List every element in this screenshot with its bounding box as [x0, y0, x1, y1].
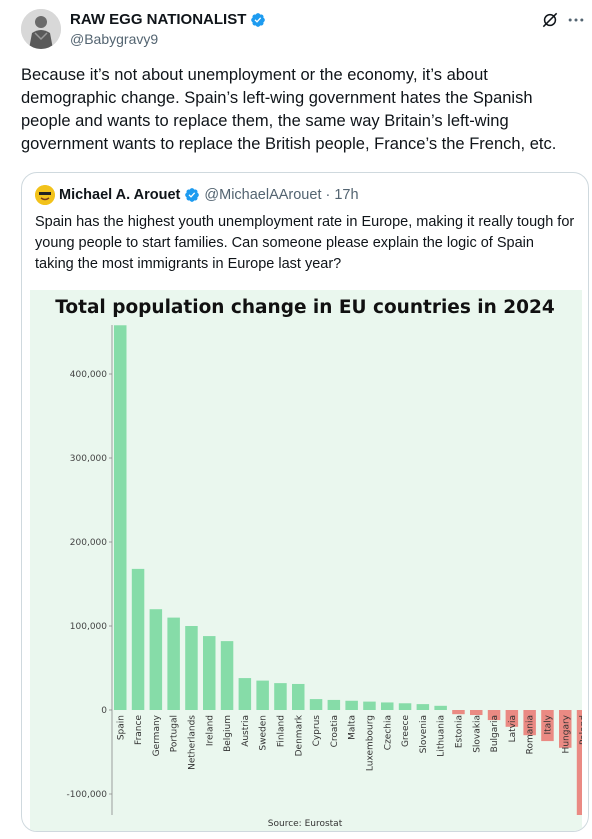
- author-name-line: RAW EGG NATIONALIST: [70, 11, 266, 28]
- x-label-italy: Italy: [543, 714, 553, 734]
- quoted-tweet[interactable]: Michael A. Arouet @MichaelAArouet · 17h …: [21, 172, 589, 832]
- bar-greece: [398, 703, 412, 710]
- bar-spain: [114, 325, 127, 710]
- x-label-france: France: [134, 715, 144, 745]
- x-label-sweden: Sweden: [259, 715, 269, 751]
- y-tick-label: 400,000: [70, 370, 107, 380]
- x-label-finland: Finland: [276, 715, 286, 747]
- x-label-greece: Greece: [401, 715, 411, 747]
- x-label-netherlands: Netherlands: [187, 715, 197, 770]
- grok-icon[interactable]: [540, 10, 560, 30]
- more-options-icon[interactable]: [566, 10, 586, 30]
- quote-avatar: [35, 185, 55, 205]
- bar-czechia: [381, 702, 394, 710]
- quote-handle: @MichaelAArouet: [204, 187, 322, 203]
- quote-time: · 17h: [325, 187, 359, 203]
- y-tick-label: -100,000: [67, 790, 108, 800]
- author-avatar[interactable]: [21, 9, 61, 49]
- bar-germany: [149, 609, 163, 710]
- y-axis: -100,000 0 100,000 200,000 300,000 400,000: [67, 325, 113, 815]
- x-label-ireland: Ireland: [205, 715, 215, 746]
- quote-header: Michael A. Arouet @MichaelAArouet · 17h: [35, 185, 359, 205]
- bar-france: [131, 568, 145, 710]
- bar-netherlands: [185, 626, 198, 710]
- x-label-denmark: Denmark: [294, 714, 304, 756]
- bar-austria: [238, 678, 252, 710]
- quote-avatar-image: [35, 185, 55, 205]
- chart-title: Total population change in EU countries …: [55, 297, 555, 318]
- bar-sweden: [256, 680, 269, 710]
- bar-portugal: [167, 617, 180, 710]
- bar-slovakia: [470, 710, 483, 716]
- bar-hungary: [559, 710, 572, 748]
- x-label-lithuania: Lithuania: [437, 715, 447, 757]
- bar-italy: [541, 710, 554, 742]
- x-label-slovakia: Slovakia: [472, 715, 482, 753]
- x-label-cyprus: Cyprus: [312, 715, 322, 747]
- chart-image: Total population change in EU countries …: [30, 290, 588, 831]
- bar-finland: [274, 683, 287, 710]
- bar-romania: [523, 710, 536, 736]
- x-label-czechia: Czechia: [383, 715, 393, 750]
- author-handle[interactable]: @Babygravy9: [70, 31, 159, 47]
- y-tick-label: 0: [101, 706, 107, 716]
- x-label-portugal: Portugal: [170, 715, 180, 752]
- quote-text: Spain has the highest youth unemployment…: [35, 214, 575, 272]
- bar-bulgaria: [487, 710, 501, 721]
- verified-badge-icon: [251, 12, 266, 27]
- y-tick-label: 300,000: [70, 454, 107, 464]
- x-label-belgium: Belgium: [223, 715, 233, 752]
- bar-croatia: [327, 699, 341, 710]
- x-axis-labels: Spain France Germany Portugal Netherlands Ire…: [116, 714, 588, 771]
- bar-cyprus: [309, 699, 323, 710]
- x-label-slovenia: Slovenia: [419, 715, 429, 753]
- x-label-bulgaria: Bulgaria: [490, 715, 500, 752]
- bar-lithuania: [434, 705, 447, 710]
- x-label-romania: Romania: [526, 715, 536, 754]
- x-label-germany: Germany: [152, 714, 162, 756]
- bar-estonia: [452, 710, 465, 715]
- y-tick-label: 200,000: [70, 538, 107, 548]
- x-label-latvia: Latvia: [508, 715, 518, 742]
- chart-source: Source: Eurostat: [268, 819, 343, 829]
- tweet-text: Because it’s not about unemployment or t…: [21, 66, 557, 153]
- bar-ireland: [203, 636, 216, 710]
- y-tick-label: 100,000: [70, 622, 107, 632]
- x-label-poland: Poland: [579, 715, 582, 745]
- x-label-croatia: Croatia: [330, 715, 340, 747]
- bar-luxembourg: [363, 701, 376, 710]
- quote-display-name: Michael A. Arouet: [59, 187, 181, 203]
- bar-slovenia: [416, 704, 430, 710]
- quote-verified-badge-icon: [185, 188, 200, 202]
- x-label-estonia: Estonia: [454, 715, 464, 748]
- x-label-luxembourg: Luxembourg: [365, 715, 375, 771]
- x-label-spain: Spain: [116, 715, 126, 740]
- x-label-hungary: Hungary: [561, 714, 571, 753]
- author-display-name[interactable]: RAW EGG NATIONALIST: [70, 11, 247, 28]
- bar-latvia: [505, 710, 519, 727]
- bar-belgium: [220, 641, 234, 710]
- bar-denmark: [292, 683, 305, 710]
- x-label-austria: Austria: [241, 715, 251, 747]
- x-label-malta: Malta: [348, 715, 358, 740]
- population-change-chart: Total population change in EU countries …: [55, 297, 588, 829]
- avatar-image: [21, 9, 61, 49]
- tweet-header: RAW EGG NATIONALIST @Babygravy9: [0, 0, 592, 60]
- bar-malta: [345, 700, 358, 710]
